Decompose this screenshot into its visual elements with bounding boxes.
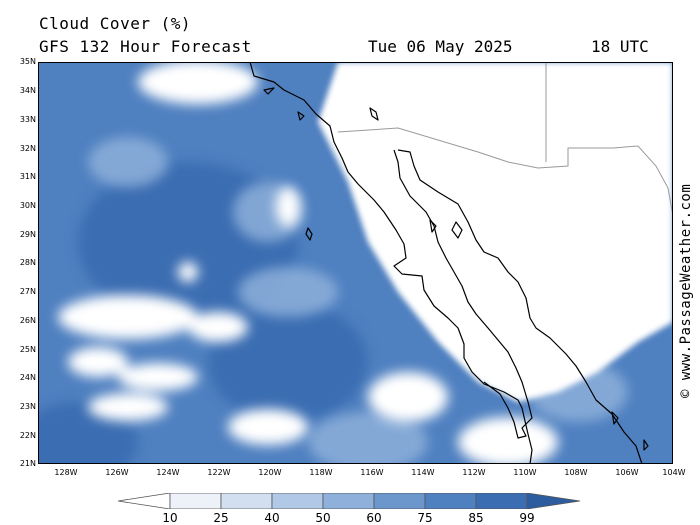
lon-label: 114W [411,468,435,477]
clear-area [368,372,448,422]
cloud-core [208,302,368,422]
coastline [249,62,649,464]
clear-area [58,295,198,339]
lat-label: 28N [19,258,36,267]
cloud-patch [88,137,168,187]
clear-area [188,312,248,342]
lat-label: 26N [19,316,36,325]
clear-area [138,62,258,104]
forecast-time: 18 UTC [591,37,649,56]
cloud-cover-map [38,62,673,464]
lon-label: 108W [564,468,588,477]
lat-label: 31N [19,172,36,181]
clear-area [276,187,300,227]
colorbar-segment [475,493,528,509]
lon-label: 124W [156,468,180,477]
cloud-patch [238,267,338,317]
lon-label: 104W [662,468,686,477]
cloud-patch [308,412,428,464]
colorbar-segment [424,493,477,509]
map-frame [38,62,673,464]
lon-label: 120W [258,468,282,477]
colorbar-label: 85 [468,511,484,525]
lat-label: 24N [19,373,36,382]
map-title: Cloud Cover (%) [39,14,191,33]
colorbar-label: 10 [162,511,178,525]
lon-label: 106W [615,468,639,477]
lat-label: 29N [19,230,36,239]
colorbar [118,493,581,509]
lat-label: 34N [19,86,36,95]
clear-area [88,393,168,421]
colorbar-segment [373,493,426,509]
national-border [337,62,673,217]
colorbar-segment [220,493,273,509]
colorbar-label: 60 [366,511,382,525]
clear-area [178,262,198,282]
lon-label: 110W [513,468,537,477]
colorbar-label: 99 [519,511,535,525]
clear-area [68,347,128,377]
colorbar-label: 40 [264,511,280,525]
lat-label: 23N [19,402,36,411]
lat-label: 25N [19,345,36,354]
forecast-subtitle: GFS 132 Hour Forecast [39,37,252,56]
colorbar-segment [526,493,581,509]
colorbar-label: 50 [315,511,331,525]
colorbar-label: 25 [213,511,229,525]
colorbar-segment [118,493,171,509]
lat-label: 35N [19,57,36,66]
clear-land-region [338,72,418,122]
lat-label: 32N [19,144,36,153]
lat-label: 22N [19,431,36,440]
lat-label: 27N [19,287,36,296]
colorbar-segment [169,493,222,509]
clear-area [118,363,198,391]
lon-label: 128W [54,468,78,477]
lon-label: 122W [207,468,231,477]
clear-area [458,417,558,464]
credit-text: © www.PassageWeather.com [678,183,694,398]
clear-land-region [258,62,673,402]
colorbar-segment [322,493,375,509]
clear-area [228,409,308,445]
colorbar-label: 75 [417,511,433,525]
lon-label: 112W [462,468,486,477]
forecast-date: Tue 06 May 2025 [368,37,513,56]
lat-label: 21N [19,459,36,468]
lon-label: 126W [105,468,129,477]
lat-label: 30N [19,201,36,210]
colorbar-segment [271,493,324,509]
lat-label: 33N [19,115,36,124]
lon-label: 118W [309,468,333,477]
lon-label: 116W [360,468,384,477]
